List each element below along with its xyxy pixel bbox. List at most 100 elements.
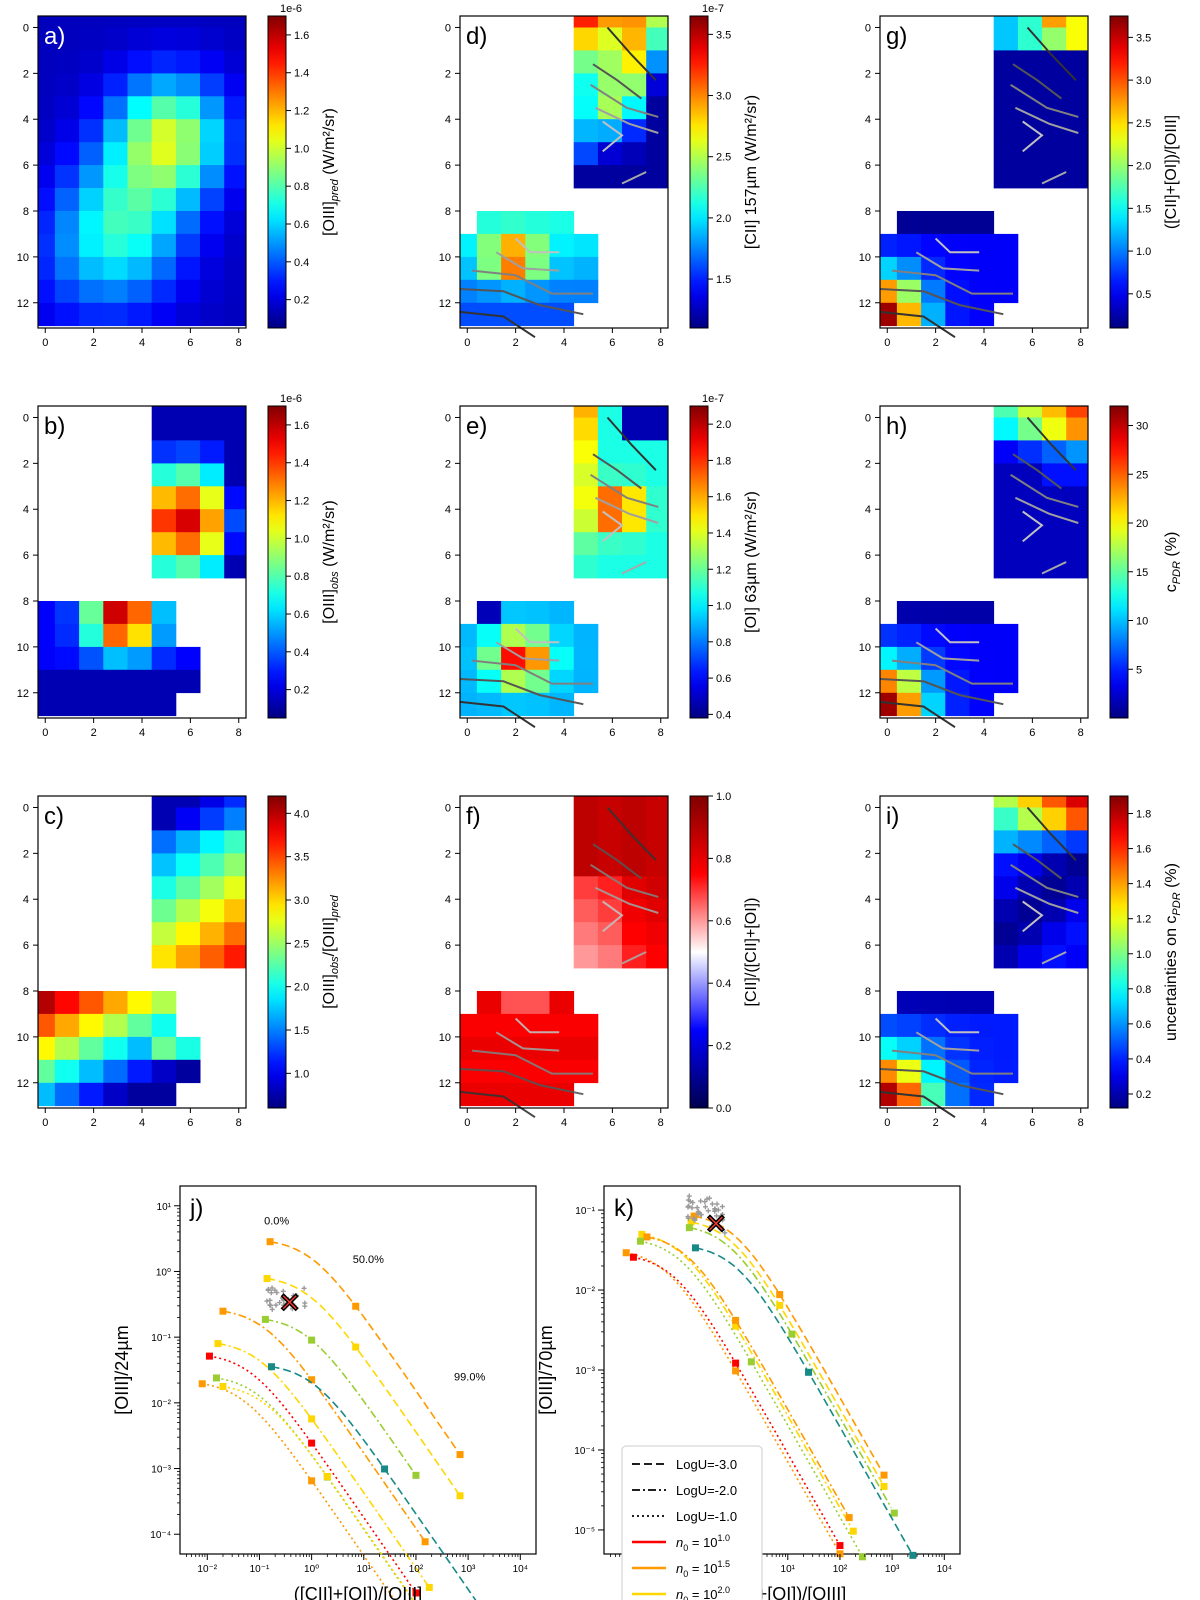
map-cell — [200, 302, 225, 327]
map-cell — [151, 417, 177, 441]
panel-label: e) — [466, 413, 487, 440]
map-cell — [38, 27, 56, 51]
map-cell — [476, 211, 502, 235]
map-cell — [646, 406, 669, 418]
x-tick-label: 10⁻¹ — [250, 1564, 270, 1575]
contour-line — [1026, 26, 1077, 81]
map-cell — [597, 406, 623, 418]
map-cell — [151, 532, 177, 556]
map-cell — [921, 233, 946, 258]
map-cell — [597, 945, 623, 969]
y-tick-label: 12 — [17, 1078, 29, 1090]
map-cell — [921, 211, 946, 235]
pixel-point — [265, 1286, 271, 1292]
map-cell — [460, 1059, 478, 1084]
y-tick-label: 10⁰ — [156, 1267, 171, 1278]
map-cell — [622, 96, 647, 120]
x-tick-label: 8 — [1078, 1117, 1084, 1129]
map-cell — [969, 669, 995, 694]
colorbar-label: [OIII]pred (W/m²/sr) — [321, 108, 341, 236]
model-marker — [219, 1382, 227, 1390]
map-cell — [573, 440, 599, 464]
model-curve — [266, 1277, 459, 1493]
map-cell — [1066, 486, 1089, 510]
map-cell — [224, 406, 247, 418]
map-cell — [993, 669, 1019, 694]
map-cell — [1017, 876, 1043, 900]
map-cell — [79, 623, 104, 648]
map-cell — [103, 27, 128, 51]
contour-line — [590, 83, 659, 118]
map-cell — [549, 669, 575, 694]
colorbar — [1109, 15, 1129, 329]
map-cell — [1066, 807, 1089, 831]
percentage-annotation: 50.0% — [353, 1254, 384, 1266]
panel-f: 0 2 4 6 8 10 12 0 2 4 6 8 f) 0.0 0.2 0.4 0.6 0.8 1.0 [CII]/… — [439, 791, 760, 1129]
map-cell — [103, 1036, 128, 1061]
map-cell — [1066, 165, 1089, 189]
map-cell — [38, 96, 56, 120]
model-marker — [352, 1302, 360, 1310]
map-cell — [151, 486, 177, 510]
pixel-point — [686, 1203, 692, 1209]
contour-line — [915, 251, 980, 272]
map-cell — [1066, 142, 1089, 166]
map-cell — [1042, 16, 1067, 28]
map-cell — [993, 532, 1019, 556]
model-marker — [776, 1301, 784, 1309]
map-cell — [175, 945, 201, 969]
map-cell — [175, 532, 201, 556]
label-part: /[OIII] — [321, 917, 338, 956]
x-axis-label: ([CII]+[OI])/[OIII] — [294, 1584, 423, 1600]
contour-line — [594, 106, 659, 134]
map-cell — [549, 692, 575, 717]
panel-b: 0 2 4 6 8 10 12 0 2 4 6 8 b) 0.2 0.4 0.6 0.8 1.0 1.2 1.4 1.6… — [17, 393, 341, 739]
colorbar-tick-label: 2.5 — [1136, 118, 1151, 130]
map-cell — [1066, 876, 1089, 900]
map-cell — [573, 807, 599, 831]
map-cell — [1066, 96, 1089, 120]
map-cell — [1042, 899, 1067, 923]
model-marker — [836, 1550, 844, 1558]
map-cell — [151, 601, 177, 625]
colorbar-tick-label: 0.4 — [294, 257, 309, 269]
map-cell — [646, 417, 669, 441]
y-tick-label: 6 — [23, 940, 29, 952]
colorbar-offset-label: 1e-6 — [280, 3, 302, 15]
model-curve — [695, 1247, 913, 1555]
colorbar — [1109, 795, 1129, 1109]
map-cell — [224, 16, 247, 28]
x-tick-label: 2 — [91, 1117, 97, 1129]
colorbar-tick-label: 1.2 — [1136, 914, 1151, 926]
map-cell — [151, 1082, 177, 1107]
map-cell — [573, 532, 599, 556]
model-marker — [352, 1343, 360, 1351]
map-cell — [103, 16, 128, 28]
contour-line — [1012, 63, 1063, 100]
legend-label: LogU=-2.0 — [676, 1483, 737, 1498]
map-cell — [921, 623, 946, 648]
map-cell — [993, 406, 1019, 418]
map-cell — [200, 27, 225, 51]
model-curve — [690, 1221, 883, 1483]
map-cell — [501, 302, 526, 327]
map-cell — [921, 601, 946, 625]
map-cell — [79, 73, 104, 97]
pixel-point — [269, 1306, 275, 1312]
y-tick-label: 10⁻² — [575, 1286, 595, 1297]
map-cell — [151, 646, 177, 671]
map-cell — [993, 876, 1019, 900]
map-cell — [1066, 73, 1089, 97]
map-cell — [1042, 440, 1067, 464]
map-cell — [200, 279, 225, 304]
map-cell — [1066, 417, 1089, 441]
model-curve — [222, 1310, 426, 1542]
map-cell — [103, 50, 128, 74]
map-cell — [103, 646, 128, 671]
map-cell — [945, 1059, 970, 1084]
map-cell — [525, 233, 550, 258]
map-cell — [1017, 440, 1043, 464]
map-cell — [224, 486, 247, 510]
map-cell — [969, 1059, 995, 1084]
y-tick-label: 8 — [865, 596, 871, 608]
